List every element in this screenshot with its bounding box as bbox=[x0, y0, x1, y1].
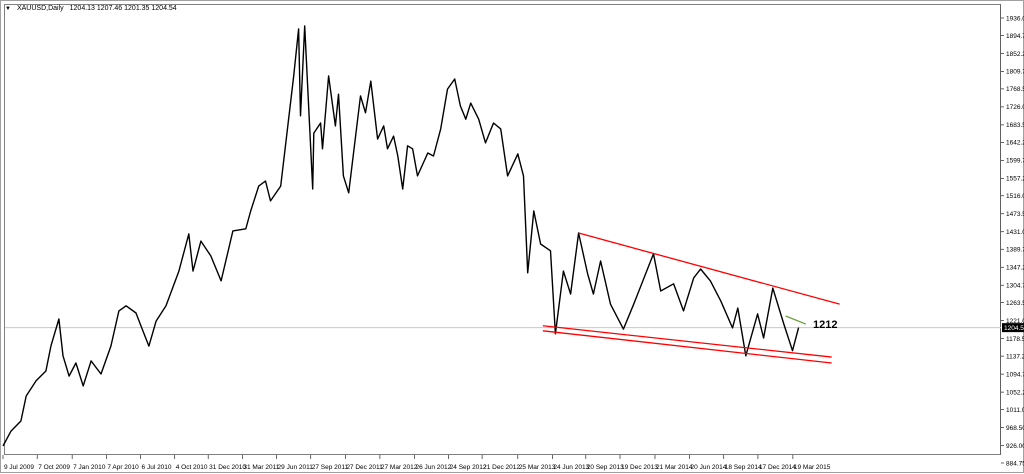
x-tick-label: 21 Dec 2012 bbox=[483, 464, 520, 471]
y-tick-label: 884.75 bbox=[1006, 460, 1024, 467]
y-tick-label: 1263.50 bbox=[1006, 300, 1024, 307]
y-tick-label: 1347.25 bbox=[1006, 265, 1024, 272]
y-tick-label: 968.50 bbox=[1006, 425, 1024, 432]
x-tick-label: 7 Apr 2010 bbox=[107, 464, 139, 471]
x-tick-label: 17 Dec 2014 bbox=[759, 464, 796, 471]
y-tick-label: 1768.50 bbox=[1006, 86, 1024, 93]
y-tick-label: 1473.50 bbox=[1006, 211, 1024, 218]
y-tick-label: 1726.00 bbox=[1006, 104, 1024, 111]
y-tick-label: 1683.50 bbox=[1006, 122, 1024, 129]
x-tick-label: 4 Oct 2010 bbox=[176, 464, 208, 471]
y-tick-label: 1809.75 bbox=[1006, 69, 1024, 76]
y-tick-label: 1389.75 bbox=[1006, 247, 1024, 254]
trendline bbox=[542, 330, 832, 364]
y-tick-label: 1516.00 bbox=[1006, 193, 1024, 200]
trendline bbox=[542, 325, 832, 358]
y-tick-label: 1936.00 bbox=[1006, 15, 1024, 22]
x-tick-label: 7 Jan 2010 bbox=[73, 464, 106, 471]
y-tick-label: 1599.75 bbox=[1006, 158, 1024, 165]
x-tick-label: 20 Jun 2014 bbox=[691, 464, 727, 471]
y-tick-label: 1011.00 bbox=[1006, 407, 1024, 414]
x-tick-label: 27 Dec 2011 bbox=[346, 464, 383, 471]
trendline bbox=[578, 232, 840, 305]
y-tick-label: 1852.25 bbox=[1006, 51, 1024, 58]
y-tick-label: 1052.25 bbox=[1006, 389, 1024, 396]
annotation-label: 1212 bbox=[813, 319, 837, 331]
ohlc-values: 1204.13 1207.46 1201.35 1204.54 bbox=[69, 5, 177, 12]
x-tick-label: 31 Dec 2010 bbox=[209, 464, 246, 471]
x-tick-label: 29 Jun 2011 bbox=[278, 464, 314, 471]
x-tick-label: 21 Mar 2014 bbox=[656, 464, 693, 471]
x-tick-label: 26 Jun 2012 bbox=[415, 464, 451, 471]
x-tick-label: 27 Mar 2012 bbox=[381, 464, 418, 471]
y-tick-label: 1137.25 bbox=[1006, 353, 1024, 360]
price-series-line bbox=[2, 25, 800, 447]
y-tick-label: 926.00 bbox=[1006, 443, 1024, 450]
x-tick-label: 7 Oct 2009 bbox=[38, 464, 70, 471]
current-price-label: 1204.54 bbox=[1004, 325, 1024, 332]
y-tick-label: 1557.25 bbox=[1006, 176, 1024, 183]
x-tick-label: 25 Mar 2013 bbox=[519, 464, 556, 471]
x-tick-label: 19 Mar 2015 bbox=[794, 464, 831, 471]
y-tick-label: 1094.75 bbox=[1006, 371, 1024, 378]
current-price-box bbox=[1002, 323, 1024, 333]
x-tick-label: 24 Jun 2013 bbox=[553, 464, 589, 471]
x-tick-label: 31 Mar 2011 bbox=[243, 464, 279, 471]
chart-title: ▼ XAUUSD,Daily 1204.13 1207.46 1201.35 1… bbox=[5, 5, 177, 12]
y-tick-label: 1178.50 bbox=[1006, 336, 1024, 343]
x-tick-label: 6 Jul 2010 bbox=[142, 464, 172, 471]
x-tick-label: 24 Sep 2012 bbox=[450, 464, 487, 471]
x-tick-label: 18 Sep 2014 bbox=[725, 464, 762, 471]
y-tick-label: 1221.00 bbox=[1006, 318, 1024, 325]
trendline bbox=[785, 315, 807, 325]
x-tick-label: 19 Dec 2013 bbox=[621, 464, 658, 471]
x-tick-label: 20 Sep 2013 bbox=[587, 464, 624, 471]
x-tick-label: 27 Sep 2011 bbox=[312, 464, 349, 471]
y-tick-label: 1894.75 bbox=[1006, 33, 1024, 40]
y-tick-label: 1431.00 bbox=[1006, 229, 1024, 236]
triangle-down-icon[interactable]: ▼ bbox=[5, 5, 11, 12]
x-tick-label: 9 Jul 2009 bbox=[4, 464, 34, 471]
y-tick-label: 1642.25 bbox=[1006, 140, 1024, 147]
chart-plot-area[interactable] bbox=[4, 4, 1001, 455]
symbol-label: XAUUSD,Daily bbox=[16, 5, 64, 12]
y-tick-label: 1304.75 bbox=[1006, 283, 1024, 290]
